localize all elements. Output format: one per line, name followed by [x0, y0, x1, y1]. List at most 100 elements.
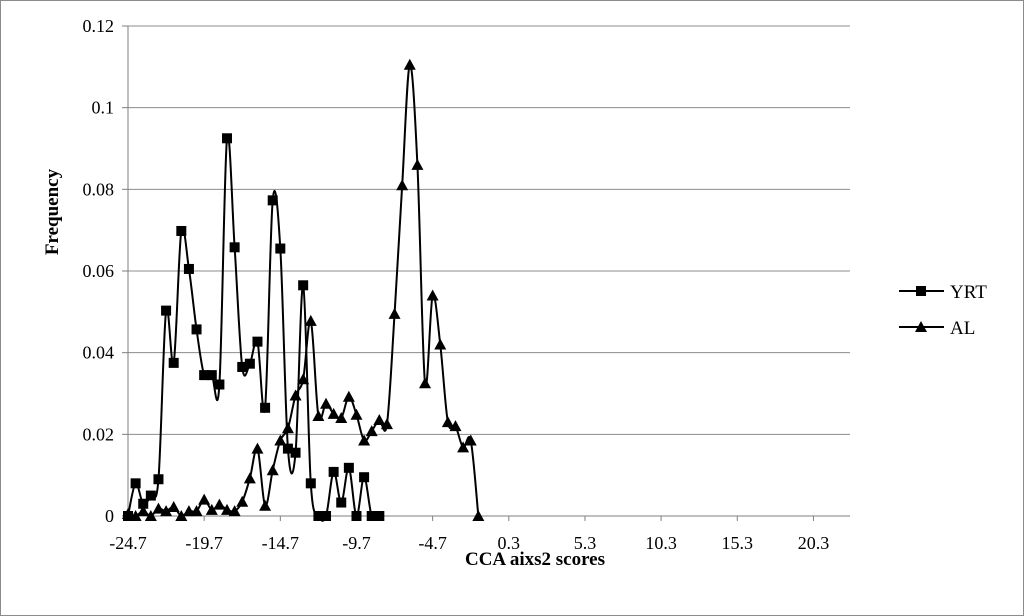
data-point-al [380, 418, 393, 430]
data-point-yrt [168, 357, 179, 368]
data-point-yrt [343, 462, 354, 473]
y-tick-label: 0.1 [92, 98, 115, 118]
data-point-al [327, 407, 340, 419]
data-point-al [449, 420, 462, 432]
y-axis-title: Frequency [42, 168, 63, 255]
gridlines [128, 25, 850, 435]
x-tick-labels: -24.7 -19.7 -14.7 -9.7 -4.7 0.3 5.3 10.3 15.3 20.… [109, 533, 829, 553]
data-point-al [221, 503, 234, 515]
data-point-yrt [351, 511, 362, 521]
y-tick-label: 0.12 [83, 16, 115, 36]
data-point-yrt [366, 511, 377, 521]
data-point-yrt [275, 243, 286, 254]
data-point-al [457, 441, 470, 453]
data-point-al [365, 425, 378, 437]
y-tick-label: 0 [105, 506, 114, 526]
data-point-al [198, 493, 211, 505]
data-point-yrt [359, 472, 370, 483]
data-point-yrt [222, 133, 233, 144]
legend-label-al: AL [950, 318, 975, 339]
data-point-al [137, 505, 150, 517]
legend-item-yrt: YRT [899, 282, 987, 303]
x-tick-label: 10.3 [645, 533, 677, 553]
series-yrt [123, 133, 385, 522]
data-point-yrt [282, 443, 293, 454]
data-point-yrt [267, 195, 278, 206]
data-point-yrt [336, 497, 347, 508]
data-point-yrt [145, 490, 156, 501]
data-point-al [281, 422, 294, 434]
y-tick-label: 0.08 [83, 179, 115, 199]
data-point-yrt [252, 336, 263, 347]
data-point-al [419, 377, 432, 389]
data-point-yrt [176, 225, 187, 236]
data-point-al [144, 510, 157, 521]
x-tick-label: 15.3 [722, 533, 754, 553]
data-point-al [426, 289, 439, 301]
data-point-al [441, 416, 454, 428]
data-point-al [122, 507, 134, 519]
data-point-al [464, 434, 477, 446]
data-point-al [396, 179, 409, 191]
x-tick-label: 20.3 [798, 533, 830, 553]
y-tick-label: 0.04 [83, 343, 115, 363]
data-point-al [205, 503, 218, 515]
data-point-yrt [214, 379, 225, 390]
legend-label-yrt: YRT [950, 282, 987, 303]
data-point-yrt [161, 305, 172, 316]
data-point-al [403, 58, 416, 70]
data-point-al [160, 505, 173, 517]
data-point-yrt [260, 402, 271, 413]
data-point-al [289, 389, 302, 401]
data-point-al [472, 510, 485, 521]
data-point-yrt [321, 511, 332, 521]
data-point-al [251, 442, 264, 454]
data-point-al [129, 510, 142, 521]
data-point-yrt [183, 263, 194, 274]
data-point-al [350, 408, 363, 420]
axes [122, 25, 850, 521]
x-tick-label: -9.7 [342, 533, 371, 553]
x-tick-label: -24.7 [109, 533, 147, 553]
data-point-al [434, 338, 447, 350]
data-point-yrt [153, 474, 164, 485]
y-tick-label: 0.02 [83, 424, 115, 444]
data-point-yrt [290, 447, 301, 458]
data-point-yrt [328, 466, 339, 477]
data-point-al [175, 510, 188, 521]
data-point-yrt [191, 324, 202, 335]
data-point-yrt [305, 478, 316, 489]
data-point-al [411, 158, 424, 170]
x-tick-label: -4.7 [418, 533, 447, 553]
data-point-al [228, 505, 241, 517]
data-point-al [236, 495, 249, 507]
x-tick-label: 5.3 [574, 533, 597, 553]
y-tick-label: 0.06 [83, 261, 115, 281]
data-point-yrt [374, 511, 385, 521]
series-al [122, 58, 485, 521]
data-point-al [274, 434, 287, 446]
data-point-yrt [138, 498, 149, 509]
data-point-al [152, 502, 165, 514]
x-tick-label: -19.7 [185, 533, 223, 553]
data-point-al [358, 434, 371, 446]
data-point-al [259, 499, 272, 511]
legend-marker-al [915, 321, 927, 332]
data-point-al [312, 409, 325, 421]
x-tick-label: -14.7 [262, 533, 300, 553]
data-point-al [182, 505, 195, 517]
data-point-yrt [130, 478, 141, 489]
data-point-yrt [237, 361, 248, 372]
data-point-yrt [229, 242, 240, 253]
data-point-al [167, 501, 180, 513]
data-point-yrt [199, 370, 210, 381]
legend-marker-yrt [916, 286, 926, 296]
data-point-yrt [298, 280, 309, 291]
data-point-al [388, 307, 401, 319]
series-layer [122, 58, 485, 522]
data-point-al [190, 505, 203, 517]
data-point-yrt [206, 370, 217, 381]
data-point-al [304, 314, 317, 326]
data-point-al [320, 397, 333, 409]
